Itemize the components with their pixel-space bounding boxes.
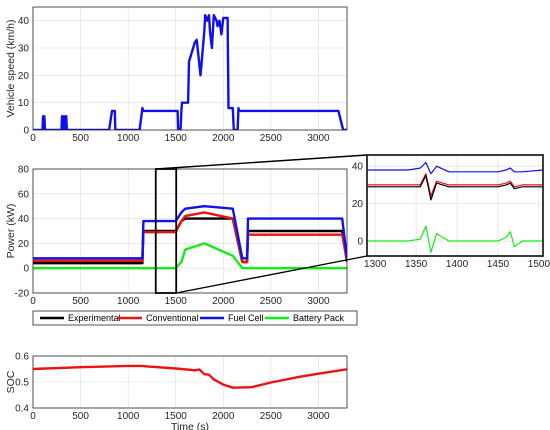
speed-xtick-label: 3000 (307, 133, 330, 144)
soc-xtick-label: 1000 (117, 411, 140, 422)
power-ytick-label: -20 (15, 289, 30, 300)
power-frame (32, 168, 348, 294)
inset-ytick-label: 20 (352, 199, 364, 210)
inset-ytick-label: 0 (357, 237, 363, 248)
speed-frame (32, 6, 348, 131)
soc-panel (32, 355, 348, 409)
power-xtick-label: 500 (72, 296, 89, 307)
power-series-line (33, 205, 347, 260)
speed-ytick-label: 40 (18, 16, 30, 27)
soc-ytick-label: 0.4 (15, 404, 29, 415)
soc-xtick-label: 3000 (307, 411, 330, 422)
soc-xtick-label: 2000 (212, 411, 235, 422)
speed-panel (32, 6, 348, 131)
speed-xtick-label: 500 (72, 133, 89, 144)
soc-series-line (33, 364, 347, 389)
power-ylabel: Power (kW) (5, 204, 17, 259)
inset-xtick-label: 1400 (446, 259, 469, 270)
inset-series-line (367, 225, 543, 253)
power-xtick-label: 3000 (307, 296, 330, 307)
soc-xtick-label: 0 (30, 411, 36, 422)
speed-ylabel: Vehicle speed (km/h) (5, 19, 17, 117)
soc-xtick-label: 500 (72, 411, 89, 422)
power-ytick-label: 80 (18, 165, 30, 176)
power-ytick-label: 40 (18, 214, 30, 225)
zoom-connector-bottom (176, 255, 368, 294)
legend-label: Battery Pack (293, 313, 345, 323)
inset-xtick-label: 1450 (487, 259, 510, 270)
legend-box (32, 310, 358, 326)
speed-xtick-label: 1000 (117, 133, 140, 144)
power-panel (32, 168, 348, 294)
speed-series-line (33, 14, 347, 130)
speed-xtick-label: 0 (30, 133, 36, 144)
inset-series-line (367, 161, 543, 175)
inset-frame (366, 154, 544, 257)
soc-ytick-label: 0.6 (15, 352, 29, 363)
power-ytick-label: 60 (18, 189, 30, 200)
soc-xtick-label: 1500 (165, 411, 188, 422)
power-xtick-label: 0 (30, 296, 36, 307)
zoom-connector-top (155, 154, 368, 170)
speed-xtick-label: 2500 (260, 133, 283, 144)
power-xtick-label: 1000 (117, 296, 140, 307)
power-xtick-label: 1500 (165, 296, 188, 307)
inset-xtick-label: 1300 (364, 259, 387, 270)
speed-xtick-label: 1500 (165, 133, 188, 144)
speed-ytick-label: 0 (23, 126, 29, 137)
inset-xtick-label: 1500 (528, 259, 550, 270)
speed-ytick-label: 20 (18, 71, 30, 82)
inset-series-line (367, 175, 543, 201)
soc-ytick-label: 0.5 (15, 378, 29, 389)
power-series-line (33, 242, 347, 270)
legend: Experimental Conventional Fuel Cell Battery… (32, 310, 358, 326)
soc-frame (32, 355, 348, 409)
soc-ylabel: SOC (5, 370, 17, 393)
inset-series-line (367, 173, 543, 197)
legend-label: Conventional (146, 313, 199, 323)
speed-xtick-label: 2000 (212, 133, 235, 144)
power-ytick-label: 0 (23, 264, 29, 275)
speed-ytick-label: 10 (18, 98, 30, 109)
legend-label: Experimental (68, 313, 121, 323)
speed-ytick-label: 30 (18, 44, 30, 55)
inset-xtick-label: 1350 (405, 259, 428, 270)
power-xtick-label: 2500 (260, 296, 283, 307)
inset-panel (366, 154, 544, 257)
soc-xtick-label: 2500 (260, 411, 283, 422)
legend-label: Fuel Cell (228, 313, 264, 323)
power-ytick-label: 20 (18, 239, 30, 250)
power-xtick-label: 2000 (212, 296, 235, 307)
soc-xlabel: Time (s) (171, 421, 209, 430)
inset-ytick-label: 40 (352, 162, 364, 173)
